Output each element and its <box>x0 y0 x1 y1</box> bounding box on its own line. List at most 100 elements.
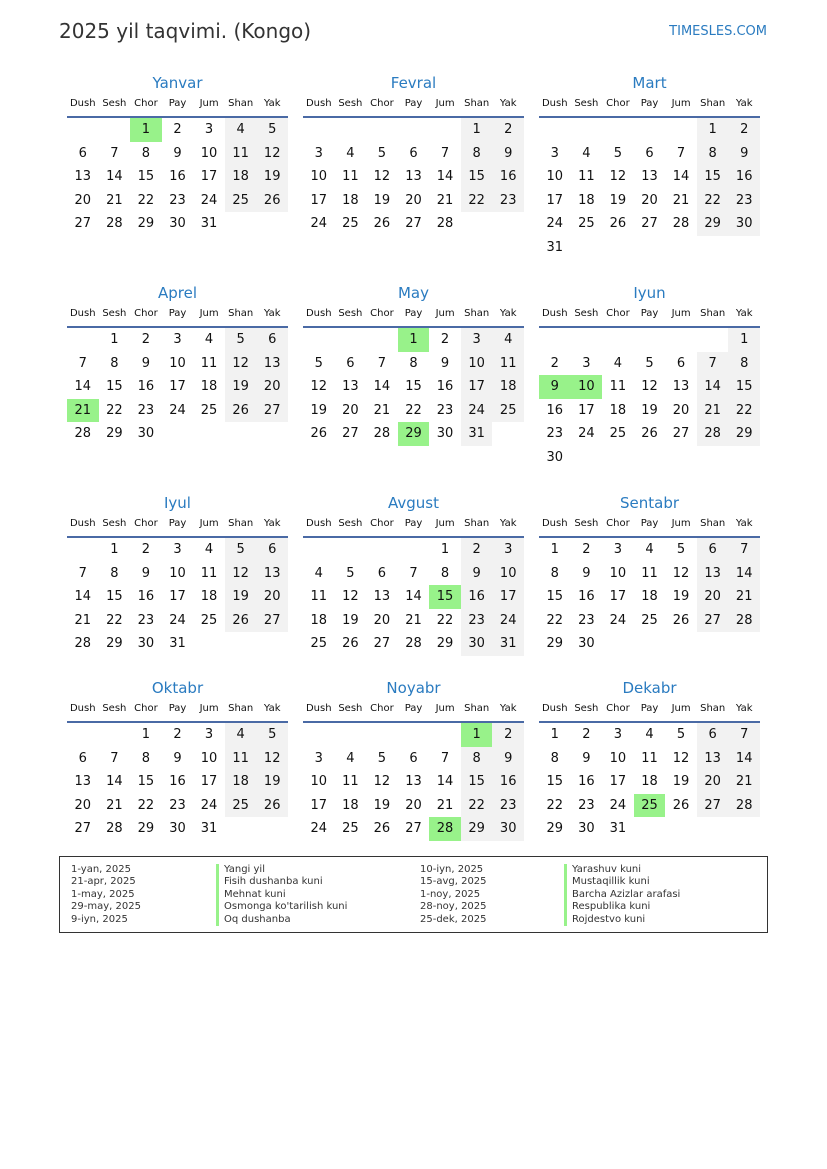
day: 2 <box>173 727 182 742</box>
day: 2 <box>492 118 524 142</box>
day: 12 <box>609 169 627 185</box>
month-name: Sentabr <box>619 494 680 512</box>
weekday-label: Yak <box>499 518 517 529</box>
day: 23 <box>546 426 564 442</box>
day: 10 <box>609 750 627 766</box>
weekday-label: Chor <box>134 703 158 714</box>
weekday-label: Chor <box>606 518 630 529</box>
month-name: Aprel <box>157 284 198 302</box>
empty-cell <box>634 118 666 142</box>
day: 2 <box>173 122 182 137</box>
empty-cell <box>366 723 398 747</box>
day: 6 <box>676 355 686 371</box>
day: 5 <box>224 538 257 562</box>
day-grid: 1 2 3 4 5 6 7 8 9 10 11 12 13 14 15 16 17 18 19 20 21 22 23 24 2… <box>539 723 760 841</box>
day: 1 <box>550 542 559 557</box>
day: 7 <box>440 145 450 161</box>
weekday-label: Jum <box>671 308 691 319</box>
weekday-label: Shan <box>464 518 490 529</box>
day: 14 <box>74 379 92 395</box>
empty-cell <box>303 723 335 747</box>
day: 15 <box>137 774 155 790</box>
day: 11 <box>609 379 627 395</box>
weekday-label: Chor <box>134 308 158 319</box>
month-sentabr: Sentabr Dush Sesh Chor Pay Jum Shan Yak 1 2 3 4 5 6 7 8… <box>539 492 760 656</box>
empty-cell <box>99 118 131 142</box>
day: 22 <box>546 797 564 813</box>
holiday-day: 29 <box>397 422 430 446</box>
weekday-label: Shan <box>700 703 726 714</box>
day: 23 <box>169 192 186 208</box>
weekday-label: Pay <box>168 518 187 529</box>
day: 24 <box>169 612 186 628</box>
day: 9 <box>460 561 493 586</box>
day: 20 <box>256 375 288 399</box>
day: 25 <box>310 636 328 652</box>
day: 20 <box>405 192 422 208</box>
weekday-label: Yak <box>499 308 517 319</box>
empty-cell <box>303 328 335 352</box>
day: 25 <box>342 216 359 232</box>
day: 13 <box>696 746 729 771</box>
day: 5 <box>676 727 686 742</box>
weekday-label: Jum <box>671 518 691 529</box>
day: 27 <box>405 821 422 837</box>
day: 22 <box>460 188 493 213</box>
day: 11 <box>224 746 257 771</box>
day: 7 <box>78 355 87 371</box>
day: 23 <box>137 612 155 628</box>
weekday-label: Sesh <box>338 518 363 529</box>
weekday-label: Jum <box>199 98 219 109</box>
day: 20 <box>405 797 422 813</box>
day: 8 <box>696 141 729 166</box>
day: 14 <box>373 379 391 395</box>
day: 13 <box>342 379 359 395</box>
day: 1 <box>696 118 729 142</box>
day: 23 <box>169 797 186 813</box>
day: 23 <box>460 608 493 633</box>
month-name: Avgust <box>388 494 439 512</box>
weekday-label: Yak <box>263 98 281 109</box>
empty-cell <box>634 328 666 352</box>
weekday-label: Shan <box>228 98 254 109</box>
day: 28 <box>672 216 690 232</box>
day: 9 <box>582 750 591 766</box>
day: 17 <box>200 774 218 790</box>
day: 24 <box>609 612 627 628</box>
day: 24 <box>200 192 218 208</box>
day: 2 <box>141 332 151 347</box>
day: 17 <box>200 169 218 185</box>
day: 24 <box>546 216 564 232</box>
day: 3 <box>173 332 182 347</box>
weekday-label: Shan <box>228 703 254 714</box>
brand-link[interactable]: TIMESLES.COM <box>669 24 767 39</box>
day: 30 <box>728 212 760 236</box>
legend-holiday-name: Fisih dushanba kuni <box>216 876 347 889</box>
weekday-label: Pay <box>640 308 659 319</box>
day: 25 <box>492 398 524 423</box>
day: 4 <box>492 328 524 352</box>
weekday-header: Dush Sesh Chor Pay Jum Shan Yak <box>539 516 760 538</box>
weekday-label: Shan <box>700 98 726 109</box>
day: 13 <box>256 561 288 586</box>
empty-cell <box>571 328 603 352</box>
holiday-legend: 1-yan, 2025 21-apr, 2025 1-may, 2025 29-may… <box>59 856 768 933</box>
day: 3 <box>173 542 182 557</box>
day: 10 <box>200 145 218 161</box>
weekday-label: Jum <box>435 518 455 529</box>
day: 19 <box>256 165 288 189</box>
day: 1 <box>440 542 450 557</box>
legend-holiday-name: Mehnat kuni <box>216 888 347 902</box>
day: 22 <box>137 192 155 208</box>
day: 28 <box>74 426 92 442</box>
legend-holiday-name: Rojdestvo kuni <box>564 913 680 927</box>
day: 16 <box>728 165 760 189</box>
day: 11 <box>200 355 218 371</box>
day: 30 <box>578 821 595 837</box>
day: 28 <box>74 636 92 652</box>
weekday-label: Pay <box>168 703 187 714</box>
empty-cell <box>67 723 99 747</box>
month-avgust: Avgust Dush Sesh Chor Pay Jum Shan Yak 1 2 3 4 5 6 7 8 9… <box>303 492 524 656</box>
day: 4 <box>204 332 214 347</box>
day: 18 <box>609 402 627 418</box>
